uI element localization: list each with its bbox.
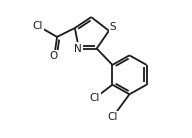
Text: Cl: Cl xyxy=(107,112,118,123)
Text: Cl: Cl xyxy=(33,21,43,31)
Text: O: O xyxy=(50,51,58,61)
Text: N: N xyxy=(74,43,82,54)
Text: Cl: Cl xyxy=(89,93,100,103)
Text: S: S xyxy=(110,22,116,32)
Text: Cl: Cl xyxy=(33,21,43,31)
Text: Cl: Cl xyxy=(89,93,100,103)
Text: Cl: Cl xyxy=(107,112,118,123)
Text: N: N xyxy=(74,43,82,54)
Text: S: S xyxy=(110,22,116,32)
Text: O: O xyxy=(50,51,58,61)
